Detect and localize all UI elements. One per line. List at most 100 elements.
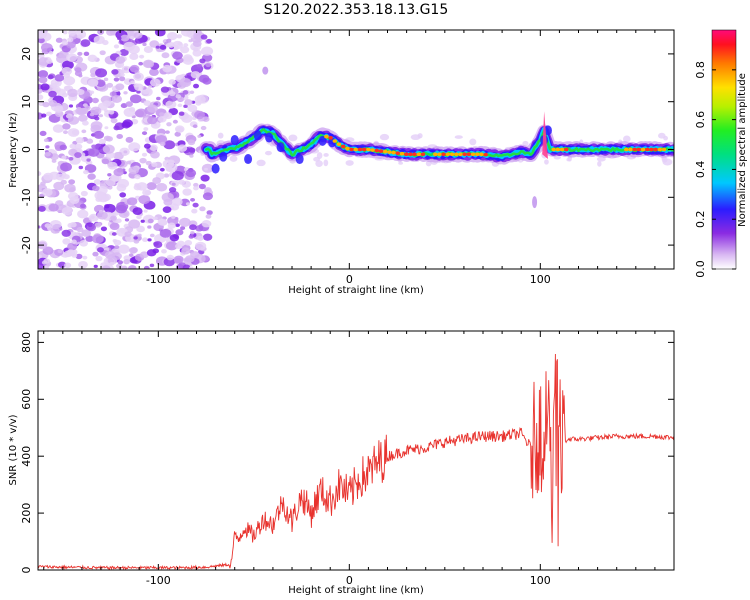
colorbar-ticks: 0.0 0.2 0.4 0.6 0.8 <box>694 29 737 278</box>
x-tick-label: -100 <box>146 574 171 587</box>
noise-blob <box>139 251 149 259</box>
noise-blob <box>171 197 183 206</box>
colorbar-tick-label: 0.0 <box>694 260 707 278</box>
noise-blob <box>94 191 106 200</box>
noise-blob <box>114 245 120 250</box>
noise-blob <box>109 222 120 231</box>
noise-blob <box>175 243 183 249</box>
noise-blob <box>117 260 124 265</box>
noise-blob <box>38 57 50 66</box>
colorbar-tick-label: 0.6 <box>694 111 707 129</box>
ridge-hotspot <box>449 152 455 157</box>
ridge-hotspot <box>645 147 650 152</box>
noise-blob <box>39 130 47 137</box>
noise-blob <box>532 196 538 209</box>
noise-blob <box>38 225 41 229</box>
noise-blob <box>149 263 155 268</box>
noise-blob <box>147 225 152 229</box>
noise-blob <box>113 151 124 160</box>
noise-blob <box>185 202 190 206</box>
noise-blob <box>256 159 266 167</box>
snr-line <box>38 353 674 570</box>
ridge-hotspot <box>345 146 350 151</box>
noise-blob <box>115 83 125 91</box>
snr-axes: -100 0 100 0 200 400 600 800 <box>20 330 675 587</box>
ridge-hotspot <box>445 152 451 157</box>
noise-blob <box>166 122 172 127</box>
noise-blob <box>108 110 115 115</box>
noise-blob <box>77 209 89 219</box>
ridge-hotspot <box>404 152 409 157</box>
ridge-hotspot <box>466 152 472 157</box>
noise-blob <box>76 226 84 233</box>
noise-blob <box>68 156 74 161</box>
colorbar-frame <box>711 29 737 270</box>
noise-blob <box>99 50 106 56</box>
ridge-hotspot <box>475 152 480 157</box>
noise-blob <box>66 53 78 62</box>
noise-blob <box>162 206 172 213</box>
noise-blob <box>159 228 172 238</box>
noise-blob <box>544 159 549 165</box>
noise-blob <box>78 74 83 78</box>
ridge-hotspot <box>391 150 396 155</box>
noise-blob <box>92 185 100 192</box>
ridge-hotspot <box>458 152 463 157</box>
noise-blob <box>109 91 117 97</box>
noise-blob <box>200 174 210 182</box>
noise-blob <box>190 231 195 235</box>
ridge-hotspot <box>441 152 446 157</box>
ridge-blob <box>211 163 220 174</box>
spectrogram-y-axis-label: Frequency (Hz) <box>8 112 19 188</box>
noise-blob <box>47 74 54 80</box>
ridge-hotspot <box>624 147 629 152</box>
noise-blob <box>166 38 172 43</box>
noise-blob <box>323 153 329 157</box>
noise-blob <box>149 68 159 76</box>
noise-blob <box>191 208 198 214</box>
noise-blob <box>169 91 176 97</box>
noise-blob <box>89 112 95 117</box>
noise-blob <box>264 150 272 156</box>
noise-blob <box>74 152 82 158</box>
noise-blob <box>74 30 87 39</box>
noise-blob <box>142 42 147 47</box>
noise-blob <box>156 183 168 192</box>
noise-blob <box>78 260 88 269</box>
noise-blob <box>152 177 162 184</box>
noise-blob <box>62 238 71 245</box>
noise-blob <box>97 247 104 253</box>
noise-blob <box>183 43 189 48</box>
noise-blob <box>55 37 63 43</box>
noise-blob <box>192 202 199 208</box>
noise-blob <box>38 70 49 78</box>
noise-blob <box>63 76 76 86</box>
ridge-hotspot <box>362 147 367 152</box>
noise-blob <box>262 66 269 75</box>
noise-blob <box>100 226 108 232</box>
noise-blob <box>192 124 198 129</box>
y-tick-label: -20 <box>20 236 33 254</box>
noise-blob <box>42 188 53 197</box>
y-tick-label: 10 <box>20 95 33 109</box>
noise-blob <box>134 37 144 44</box>
noise-blob <box>149 144 158 151</box>
noise-blob <box>78 165 84 170</box>
noise-blob <box>147 116 158 125</box>
noise-blob <box>176 126 184 133</box>
noise-blob <box>623 135 631 143</box>
noise-blob <box>43 138 49 143</box>
noise-blob <box>123 259 130 265</box>
noise-blob <box>200 34 208 40</box>
noise-blob <box>128 107 136 112</box>
noise-blob <box>62 123 71 130</box>
noise-blob <box>123 67 129 71</box>
noise-blob <box>146 104 158 113</box>
noise-blob <box>101 158 110 165</box>
noise-blob <box>143 209 148 213</box>
noise-blob <box>65 40 76 49</box>
noise-blob <box>82 255 88 260</box>
ridge-hotspot <box>479 152 484 157</box>
noise-blob <box>169 234 180 242</box>
